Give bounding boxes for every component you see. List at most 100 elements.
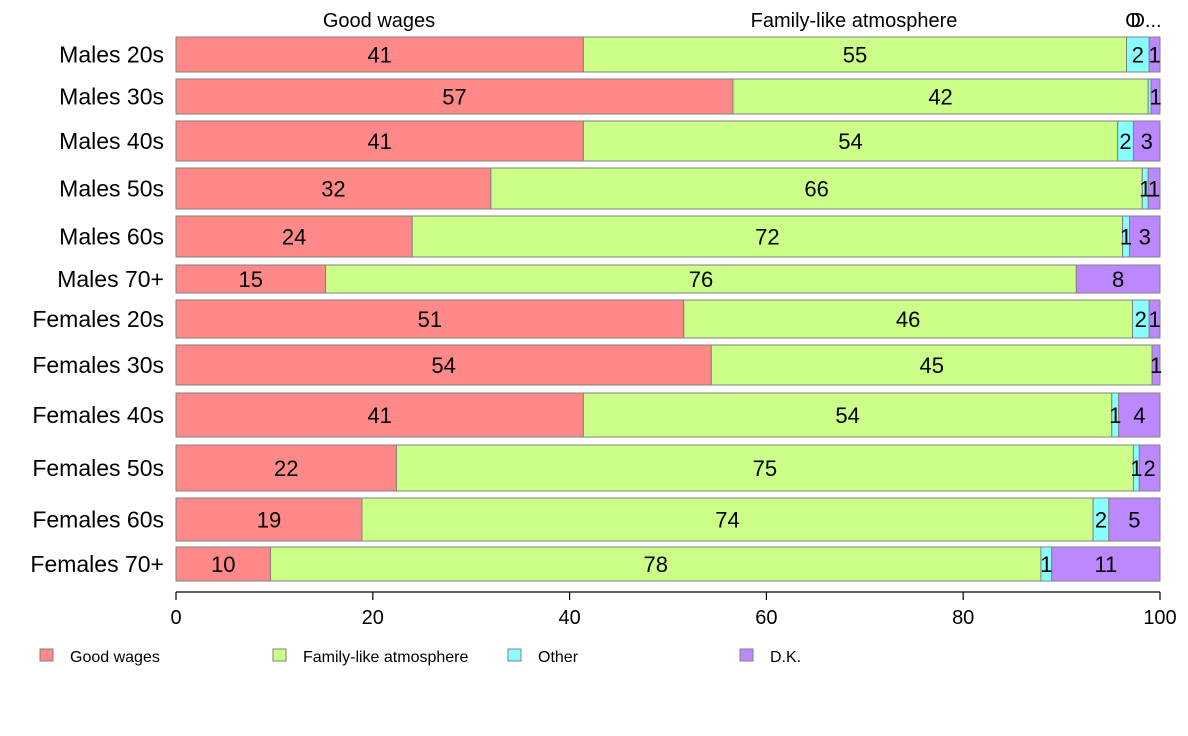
bar-segment-family-like-atmosphere bbox=[395, 444, 1134, 492]
data-label: 10 bbox=[211, 552, 235, 577]
data-label: 1 bbox=[1130, 456, 1142, 481]
bar-segment-d-k- bbox=[1151, 344, 1161, 386]
data-label: 1 bbox=[1148, 177, 1160, 202]
x-tick-label: 0 bbox=[170, 607, 181, 629]
data-label: 8 bbox=[1112, 267, 1124, 292]
bar-segment-family-like-atmosphere bbox=[411, 215, 1124, 258]
legend-item: Good wages bbox=[39, 648, 160, 666]
legend-item: Family-like atmosphere bbox=[272, 648, 468, 666]
bar-row: 54 45 1 bbox=[175, 344, 1162, 386]
bar-segment-d-k- bbox=[1128, 215, 1161, 258]
bar-segment-family-like-atmosphere bbox=[361, 497, 1094, 542]
category-label: Males 60s bbox=[59, 224, 164, 250]
bar-row: 51 46 2 1 bbox=[175, 299, 1161, 339]
data-label: 41 bbox=[367, 43, 391, 68]
data-label: 2 bbox=[1144, 456, 1156, 481]
category-label: Females 30s bbox=[32, 352, 164, 378]
legend-item: D.K. bbox=[739, 648, 801, 666]
data-label: 54 bbox=[838, 129, 862, 154]
bar-segment-d-k- bbox=[1075, 264, 1161, 294]
x-tick-label: 20 bbox=[362, 607, 384, 629]
data-label: 42 bbox=[928, 85, 952, 110]
top-label: Good wages bbox=[323, 10, 435, 32]
data-label: 5 bbox=[1128, 508, 1140, 533]
legend-swatch bbox=[39, 648, 54, 662]
data-label: 57 bbox=[442, 85, 466, 110]
bar-row: 22 75 1 2 bbox=[175, 444, 1161, 492]
data-label: 1 bbox=[1148, 43, 1160, 68]
bar-row: 24 72 1 3 bbox=[175, 215, 1161, 258]
category-label: Males 70+ bbox=[57, 266, 164, 292]
data-label: 78 bbox=[643, 552, 667, 577]
bar-segment-family-like-atmosphere bbox=[582, 36, 1128, 73]
data-label: 22 bbox=[274, 456, 298, 481]
bar-segment-family-like-atmosphere bbox=[490, 167, 1143, 210]
category-label: Females 20s bbox=[32, 306, 164, 332]
category-label: Males 20s bbox=[59, 42, 164, 68]
bar-segment-family-like-atmosphere bbox=[710, 344, 1153, 386]
legend-label: D.K. bbox=[770, 649, 801, 666]
data-label: 4 bbox=[1133, 403, 1145, 428]
bar-segment-family-like-atmosphere bbox=[683, 299, 1133, 339]
bar-segment-d-k- bbox=[1132, 120, 1161, 162]
x-axis: 0 20 40 60 80 100 bbox=[170, 591, 1177, 629]
bar-segment-good-wages bbox=[175, 299, 685, 339]
bar-segment-family-like-atmosphere bbox=[269, 546, 1042, 582]
legend-label: Other bbox=[538, 649, 579, 666]
data-label: 1 bbox=[1150, 353, 1162, 378]
data-label: 32 bbox=[321, 177, 345, 202]
top-label: Family-like atmosphere bbox=[751, 10, 958, 32]
data-label: 1 bbox=[1149, 85, 1161, 110]
data-label: 75 bbox=[753, 456, 777, 481]
bar-row: 41 54 2 3 bbox=[175, 120, 1161, 162]
bar-segment-d-k- bbox=[1118, 392, 1161, 438]
data-label: 1 bbox=[1139, 177, 1151, 202]
bar-segment-d-k- bbox=[1108, 497, 1161, 542]
category-label: Females 70+ bbox=[30, 551, 164, 577]
data-label: 74 bbox=[715, 508, 739, 533]
data-label: 55 bbox=[843, 43, 867, 68]
bar-row: 10 78 1 11 bbox=[175, 546, 1161, 582]
legend-label: Family-like atmosphere bbox=[303, 649, 468, 666]
bar-segment-good-wages bbox=[175, 264, 327, 294]
category-label: Males 40s bbox=[59, 128, 164, 154]
category-label: Females 50s bbox=[32, 455, 164, 481]
bar-segment-good-wages bbox=[175, 392, 584, 438]
data-label: 11 bbox=[1094, 552, 1117, 577]
category-label: Males 50s bbox=[59, 176, 164, 202]
data-label: 24 bbox=[282, 225, 306, 250]
bar-row: 41 55 2 1 bbox=[175, 36, 1161, 73]
data-label: 1 bbox=[1109, 403, 1121, 428]
data-label: 41 bbox=[367, 403, 391, 428]
x-tick-label: 40 bbox=[558, 607, 580, 629]
legend-swatch bbox=[739, 648, 754, 662]
data-label: 3 bbox=[1141, 129, 1153, 154]
data-label: 46 bbox=[896, 307, 920, 332]
data-label: 41 bbox=[367, 129, 391, 154]
bar-segment-good-wages bbox=[175, 344, 712, 386]
data-label: 19 bbox=[257, 508, 281, 533]
data-label: 1 bbox=[1148, 307, 1160, 332]
data-label: 76 bbox=[689, 267, 713, 292]
data-label: 1 bbox=[1120, 225, 1132, 250]
bar-segment-good-wages bbox=[175, 78, 734, 115]
data-label: 2 bbox=[1095, 508, 1107, 533]
bar-row: 19 74 2 5 bbox=[175, 497, 1161, 542]
bar-row: 15 76 8 bbox=[175, 264, 1161, 294]
bar-segment-family-like-atmosphere bbox=[325, 264, 1077, 294]
data-label: 45 bbox=[919, 353, 943, 378]
data-label: 15 bbox=[239, 267, 263, 292]
bar-segment-d-k- bbox=[1051, 546, 1161, 582]
category-label: Females 40s bbox=[32, 402, 164, 428]
legend-swatch bbox=[272, 648, 287, 662]
bar-segment-family-like-atmosphere bbox=[582, 392, 1113, 438]
data-label: 1 bbox=[1040, 552, 1052, 577]
bar-segment-d-k- bbox=[1150, 78, 1161, 115]
bar-segment-good-wages bbox=[175, 167, 492, 210]
bar-segment-family-like-atmosphere bbox=[582, 120, 1119, 162]
bar-segment-d-k- bbox=[1148, 299, 1161, 339]
data-label: 54 bbox=[431, 353, 455, 378]
legend-item: Other bbox=[507, 648, 579, 666]
